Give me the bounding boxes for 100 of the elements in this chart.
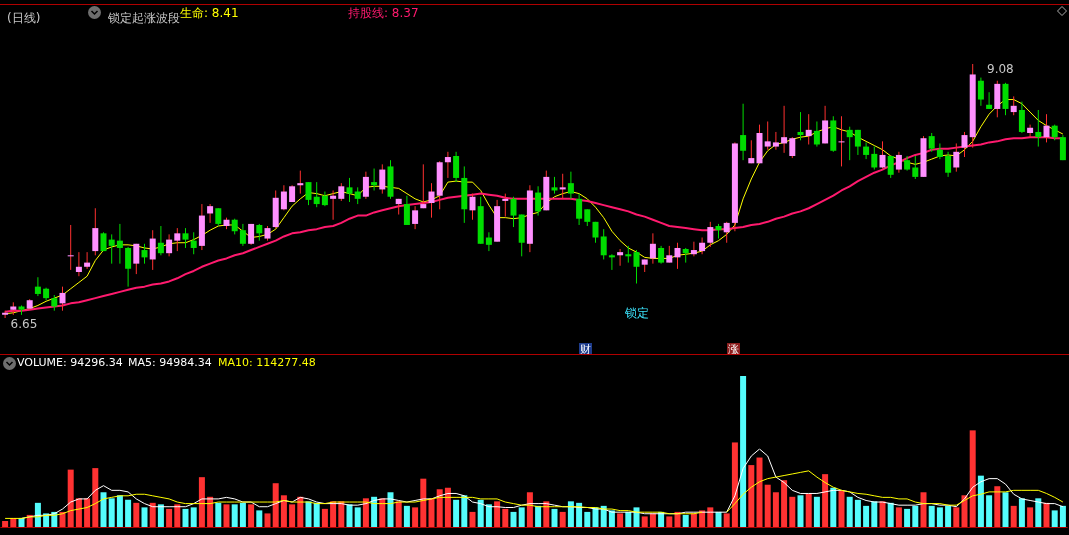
candlestick	[67, 224, 74, 271]
bar	[116, 495, 123, 527]
candlestick	[420, 163, 427, 209]
bar	[108, 498, 115, 527]
bar	[2, 520, 9, 527]
candlestick	[469, 193, 476, 221]
candlestick	[444, 151, 451, 179]
bar	[412, 507, 419, 527]
candlestick	[986, 91, 993, 110]
bar	[723, 513, 730, 527]
bar	[608, 510, 615, 527]
candlestick	[174, 227, 181, 252]
candlestick	[2, 310, 9, 319]
bar	[1035, 498, 1042, 527]
bar	[887, 502, 894, 527]
bar	[510, 511, 517, 527]
candlestick	[346, 177, 353, 203]
candlestick	[1027, 124, 1034, 138]
candlestick	[403, 195, 410, 226]
bar	[264, 513, 271, 527]
candlestick	[371, 168, 378, 191]
bar	[789, 496, 796, 527]
bar	[420, 478, 427, 527]
candlestick	[846, 126, 853, 161]
bar	[371, 496, 378, 527]
bar	[1002, 492, 1009, 527]
bar	[805, 493, 812, 527]
bar	[879, 501, 886, 527]
bar	[182, 508, 189, 527]
bar	[1051, 510, 1058, 527]
candlestick	[453, 151, 460, 183]
bar	[354, 507, 361, 527]
bar	[313, 502, 320, 527]
candlestick	[633, 249, 640, 285]
bar	[133, 502, 140, 527]
bar	[846, 496, 853, 527]
candlestick	[190, 231, 197, 255]
bar	[690, 513, 697, 527]
bar	[256, 510, 263, 527]
bar	[920, 492, 927, 527]
bar	[157, 504, 164, 527]
candlestick	[166, 233, 173, 257]
text: 生命: 8.41	[180, 6, 239, 20]
bar	[43, 513, 50, 527]
bar	[280, 495, 287, 527]
bar	[141, 507, 148, 527]
bar	[740, 376, 747, 527]
bar	[125, 499, 132, 527]
candlestick	[953, 142, 960, 173]
bar	[699, 510, 706, 527]
bar	[461, 495, 468, 527]
bar	[559, 511, 566, 527]
bar	[215, 502, 222, 527]
bar	[945, 505, 952, 527]
bar	[403, 505, 410, 527]
bar	[904, 508, 911, 527]
bar	[379, 498, 386, 527]
bar	[395, 501, 402, 527]
candlestick	[977, 77, 984, 107]
candlestick	[576, 193, 583, 226]
bar	[469, 511, 476, 527]
bar	[838, 490, 845, 527]
candlestick	[75, 251, 82, 277]
candlestick	[838, 115, 845, 167]
bar	[444, 487, 451, 527]
bar	[772, 492, 779, 527]
candlestick	[510, 196, 517, 228]
candlestick	[116, 223, 123, 265]
bar	[617, 513, 624, 527]
bar	[551, 508, 558, 527]
bar	[1027, 507, 1034, 527]
candlestick	[912, 155, 919, 180]
candlestick	[617, 248, 624, 267]
candlestick	[936, 142, 943, 160]
bar	[567, 501, 574, 527]
bar	[190, 507, 197, 527]
bar	[346, 504, 353, 527]
candlestick	[781, 105, 788, 154]
candlestick	[608, 253, 615, 271]
bar	[748, 465, 755, 527]
candlestick	[559, 173, 566, 200]
bar	[994, 486, 1001, 527]
chart-subtitle: 锁定起涨波段	[107, 11, 180, 25]
bar	[781, 480, 788, 527]
bar	[912, 505, 919, 527]
candlestick	[157, 225, 164, 256]
candlestick	[1035, 109, 1042, 148]
chart-title: (日线)	[7, 11, 41, 25]
bar	[166, 508, 173, 527]
bar	[576, 502, 583, 527]
bar	[174, 504, 181, 527]
candlestick	[125, 246, 132, 288]
candlestick	[149, 229, 156, 271]
bar	[231, 504, 238, 527]
bar	[1059, 505, 1066, 527]
candlestick	[772, 131, 779, 151]
candlestick	[567, 171, 574, 200]
candlestick	[813, 120, 820, 148]
bar	[453, 499, 460, 527]
candlestick	[723, 221, 730, 244]
